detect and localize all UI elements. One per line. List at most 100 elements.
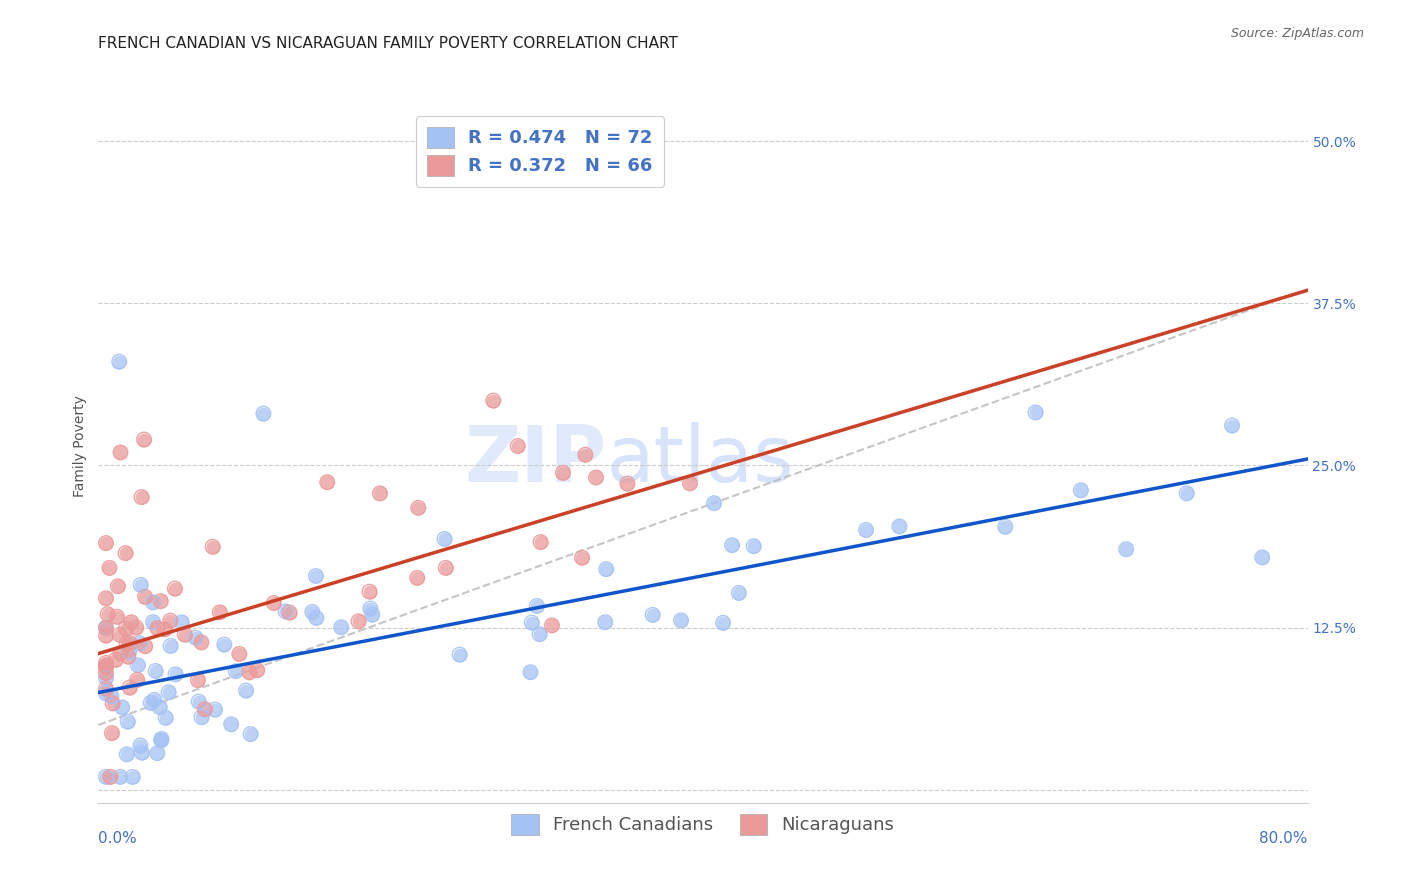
Point <box>94 681 117 696</box>
Point <box>585 470 607 484</box>
Point <box>142 595 165 609</box>
Point <box>163 582 186 596</box>
Point <box>246 663 269 677</box>
Point <box>520 615 543 630</box>
Point <box>118 681 141 695</box>
Point <box>595 562 617 576</box>
Point <box>855 523 877 537</box>
Point <box>163 582 186 596</box>
Point <box>94 658 117 673</box>
Point <box>585 470 607 484</box>
Point <box>721 538 744 552</box>
Point <box>520 615 543 630</box>
Y-axis label: Family Poverty: Family Poverty <box>73 395 87 497</box>
Text: FRENCH CANADIAN VS NICARAGUAN FAMILY POVERTY CORRELATION CHART: FRENCH CANADIAN VS NICARAGUAN FAMILY POV… <box>98 36 678 51</box>
Point <box>108 628 131 642</box>
Point <box>110 646 132 660</box>
Point <box>117 649 139 664</box>
Point <box>132 433 155 447</box>
Point <box>110 445 132 459</box>
Point <box>117 649 139 664</box>
Text: 80.0%: 80.0% <box>1260 831 1308 847</box>
Point <box>110 646 132 660</box>
Point <box>239 727 262 741</box>
Text: Source: ZipAtlas.com: Source: ZipAtlas.com <box>1230 27 1364 40</box>
Point <box>184 631 207 645</box>
Point <box>94 658 117 673</box>
Point <box>679 476 702 491</box>
Point <box>94 660 117 674</box>
Point <box>526 599 548 613</box>
Point <box>433 532 456 546</box>
Point <box>105 609 128 624</box>
Point <box>1070 483 1092 498</box>
Point <box>703 496 725 510</box>
Point <box>120 615 142 630</box>
Point <box>1115 542 1137 557</box>
Point <box>115 747 138 762</box>
Point <box>159 639 181 653</box>
Point <box>94 681 117 696</box>
Point <box>150 731 173 746</box>
Point <box>540 618 562 632</box>
Point <box>94 656 117 670</box>
Point <box>616 476 638 491</box>
Point <box>263 596 285 610</box>
Point <box>526 599 548 613</box>
Point <box>131 746 153 760</box>
Point <box>347 615 370 629</box>
Point <box>742 539 765 553</box>
Point <box>94 660 117 674</box>
Point <box>194 702 217 716</box>
Text: atlas: atlas <box>606 422 794 499</box>
Point <box>235 683 257 698</box>
Point <box>225 664 247 678</box>
Point <box>146 621 169 635</box>
Point <box>434 561 457 575</box>
Point <box>139 696 162 710</box>
Point <box>359 601 381 615</box>
Point <box>94 686 117 700</box>
Point <box>127 673 149 687</box>
Point <box>143 693 166 707</box>
Point <box>94 620 117 634</box>
Point <box>219 717 242 731</box>
Point <box>228 647 250 661</box>
Point <box>330 620 353 634</box>
Point <box>889 519 911 533</box>
Point <box>616 476 638 491</box>
Point <box>994 519 1017 533</box>
Point <box>157 685 180 699</box>
Point <box>330 620 353 634</box>
Point <box>118 644 141 658</box>
Point <box>131 490 153 504</box>
Point <box>551 466 574 480</box>
Point <box>170 615 193 630</box>
Point <box>98 770 121 784</box>
Point <box>679 476 702 491</box>
Text: 0.0%: 0.0% <box>98 831 138 847</box>
Point <box>359 601 381 615</box>
Point <box>134 639 156 653</box>
Point <box>94 621 117 635</box>
Point <box>593 615 616 630</box>
Point <box>104 653 127 667</box>
Point <box>94 665 117 680</box>
Point <box>94 591 117 606</box>
Point <box>125 620 148 634</box>
Point <box>94 770 117 784</box>
Point <box>201 540 224 554</box>
Point <box>146 746 169 760</box>
Point <box>129 739 152 753</box>
Point <box>143 693 166 707</box>
Legend: French Canadians, Nicaraguans: French Canadians, Nicaraguans <box>502 805 904 844</box>
Point <box>208 606 231 620</box>
Point <box>641 607 664 622</box>
Point <box>406 571 429 585</box>
Point <box>173 628 195 642</box>
Point <box>117 714 139 729</box>
Point <box>94 629 117 643</box>
Point <box>434 561 457 575</box>
Point <box>134 590 156 604</box>
Point <box>519 665 541 680</box>
